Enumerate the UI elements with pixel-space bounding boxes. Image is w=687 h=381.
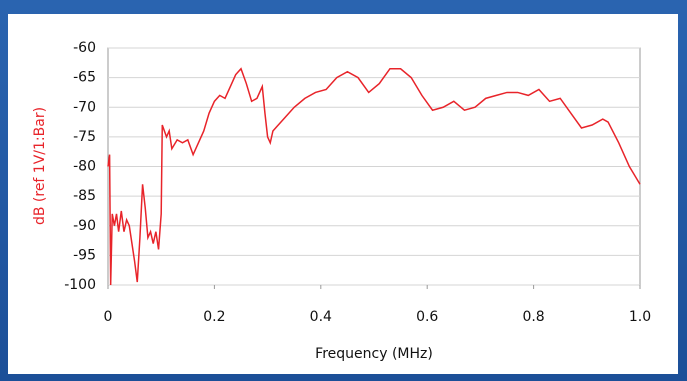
x-tick-label: 0.2 (203, 309, 225, 325)
x-tick-label: 0.6 (416, 309, 438, 325)
x-tick-label: 1.0 (629, 309, 651, 325)
x-tick-label: 0.4 (310, 309, 332, 325)
y-tick-label: -85 (73, 188, 96, 204)
y-tick-label: -70 (73, 99, 96, 115)
y-tick-label: -95 (73, 247, 96, 263)
y-tick-label: -100 (64, 277, 96, 293)
y-axis-label: dB (ref 1V/1:Bar) (32, 107, 48, 225)
y-tick-label: -90 (73, 218, 96, 234)
y-tick-label: -75 (73, 129, 96, 145)
y-tick-label: -65 (73, 70, 96, 86)
x-tick-label: 0 (104, 309, 113, 325)
x-tick-label: 0.8 (522, 309, 544, 325)
series-line (107, 67, 641, 286)
x-axis-label: Frequency (MHz) (315, 346, 433, 362)
y-tick-label: -80 (73, 159, 96, 175)
y-tick-label: -60 (73, 40, 96, 56)
